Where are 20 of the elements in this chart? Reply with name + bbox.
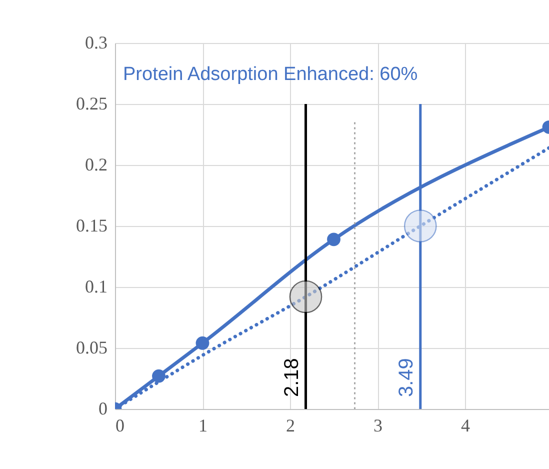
point bbox=[289, 280, 322, 314]
ref-line-label: 2.18 bbox=[280, 358, 303, 397]
y-tick-label: 0.3 bbox=[85, 32, 108, 52]
x-tick-label: 1 bbox=[198, 416, 208, 436]
x-tick-label: 2 bbox=[286, 416, 295, 436]
annotation: Protein Adsorption Enhanced: 60% bbox=[123, 64, 418, 85]
x-tick-label: 3 bbox=[374, 416, 382, 436]
y-tick-label: 0.2 bbox=[85, 154, 108, 174]
y-tick-label: 0 bbox=[98, 398, 108, 418]
x-tick-label: 4 bbox=[461, 416, 470, 436]
y-tick-label: 0.25 bbox=[76, 94, 108, 114]
x-tick-label: 0 bbox=[116, 416, 124, 436]
point bbox=[196, 336, 210, 350]
point bbox=[152, 369, 166, 383]
ref-line-label: 3.49 bbox=[395, 358, 418, 397]
point bbox=[327, 232, 340, 246]
y-tick-label: 0.15 bbox=[76, 216, 108, 236]
y-tick-label: 0.1 bbox=[85, 276, 108, 296]
y-tick-label: 0.05 bbox=[76, 338, 108, 358]
point bbox=[404, 210, 437, 242]
